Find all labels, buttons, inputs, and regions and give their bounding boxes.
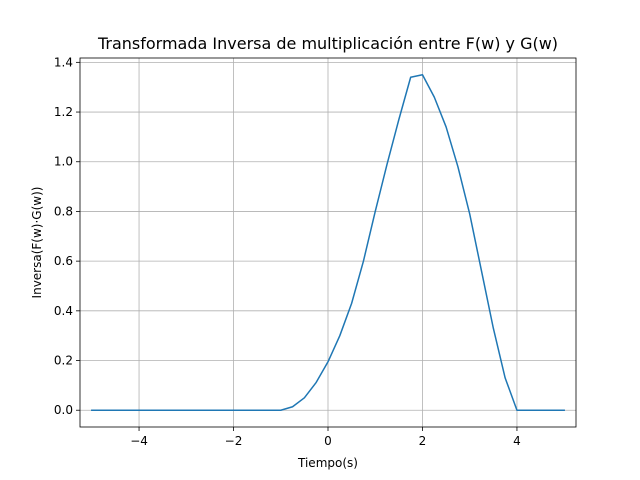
x-axis-label: Tiempo(s) bbox=[297, 456, 358, 470]
y-tick-label: 1.2 bbox=[54, 105, 73, 119]
series-layer bbox=[91, 74, 565, 411]
y-tick-label: 1.4 bbox=[54, 55, 73, 69]
y-axis-label: Inversa(F(w)·G(w)) bbox=[30, 187, 44, 299]
x-tick-label: 4 bbox=[513, 434, 521, 448]
y-tick-label: 0.6 bbox=[54, 254, 73, 268]
chart-title: Transformada Inversa de multiplicación e… bbox=[97, 34, 558, 53]
y-tick-label: 0.0 bbox=[54, 403, 73, 417]
series-line bbox=[91, 74, 565, 411]
y-tick-label: 0.8 bbox=[54, 204, 73, 218]
y-tick-label: 0.2 bbox=[54, 354, 73, 368]
x-tick-label: 0 bbox=[324, 434, 332, 448]
x-tick-label: −4 bbox=[130, 434, 148, 448]
x-tick-label: −2 bbox=[225, 434, 243, 448]
x-tick-label: 2 bbox=[419, 434, 427, 448]
y-tick-label: 1.0 bbox=[54, 155, 73, 169]
y-tick-label: 0.4 bbox=[54, 304, 73, 318]
ticks: −4 −2 0 2 4 0.0 0.2 0.4 0.6 0.8 1.0 1.2 1.4 bbox=[54, 55, 521, 448]
